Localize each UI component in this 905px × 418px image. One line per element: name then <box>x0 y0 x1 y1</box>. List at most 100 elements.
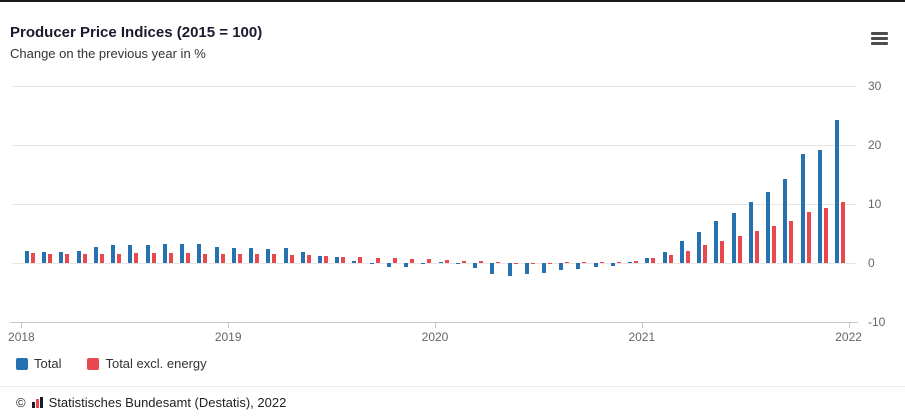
bar-total[interactable] <box>835 120 839 263</box>
bar-total[interactable] <box>197 243 202 263</box>
bar-total[interactable] <box>610 263 615 266</box>
bar-total[interactable] <box>800 154 805 263</box>
bar-total-excl-energy[interactable] <box>737 235 742 263</box>
bar-total-excl-energy[interactable] <box>720 241 725 263</box>
bar-total-excl-energy[interactable] <box>220 254 225 263</box>
bar-total-excl-energy[interactable] <box>82 254 87 263</box>
bar-total-excl-energy[interactable] <box>703 245 708 263</box>
bar-total-excl-energy[interactable] <box>255 253 260 263</box>
bar-total[interactable] <box>59 251 64 263</box>
bar-total[interactable] <box>576 263 581 269</box>
bar-total[interactable] <box>679 241 684 263</box>
bar-total-excl-energy[interactable] <box>513 263 518 264</box>
bar-total[interactable] <box>766 192 771 263</box>
bar-total-excl-energy[interactable] <box>168 252 173 263</box>
bar-total-excl-energy[interactable] <box>427 259 432 263</box>
bar-total[interactable] <box>180 243 185 263</box>
bar-total[interactable] <box>490 263 495 275</box>
bar-total-excl-energy[interactable] <box>151 252 156 263</box>
bar-total[interactable] <box>249 247 254 263</box>
bar-total-excl-energy[interactable] <box>48 253 53 263</box>
bar-total[interactable] <box>421 263 426 265</box>
bar-total[interactable] <box>145 244 150 263</box>
bar-total[interactable] <box>714 220 719 263</box>
bar-total[interactable] <box>473 263 478 268</box>
bar-total[interactable] <box>231 247 236 263</box>
bar-total-excl-energy[interactable] <box>548 263 553 264</box>
bar-total-excl-energy[interactable] <box>134 252 139 263</box>
bar-total[interactable] <box>524 263 529 274</box>
bar-total[interactable] <box>162 244 167 263</box>
bar-total[interactable] <box>404 263 409 268</box>
bar-total[interactable] <box>783 179 788 263</box>
bar-total-excl-energy[interactable] <box>306 255 311 263</box>
bar-total[interactable] <box>352 261 357 263</box>
bar-total-excl-energy[interactable] <box>772 226 777 263</box>
bar-total-excl-energy[interactable] <box>461 260 466 263</box>
bar-total[interactable] <box>662 251 667 263</box>
bar-total[interactable] <box>628 261 633 263</box>
bar-total-excl-energy[interactable] <box>841 201 845 263</box>
bar-total-excl-energy[interactable] <box>616 261 621 263</box>
bar-total[interactable] <box>559 263 564 271</box>
bar-total[interactable] <box>817 149 822 263</box>
bar-total[interactable] <box>335 256 340 263</box>
bar-total-excl-energy[interactable] <box>272 254 277 263</box>
bar-total[interactable] <box>93 247 98 263</box>
bar-total[interactable] <box>214 247 219 263</box>
bar-total-excl-energy[interactable] <box>479 261 484 263</box>
bar-total-excl-energy[interactable] <box>789 221 794 263</box>
bar-total-excl-energy[interactable] <box>582 262 587 264</box>
bar-total-excl-energy[interactable] <box>530 263 535 264</box>
bar-total[interactable] <box>369 263 374 264</box>
bar-total-excl-energy[interactable] <box>668 254 673 263</box>
bar-total-excl-energy[interactable] <box>823 207 828 263</box>
bar-total[interactable] <box>386 263 391 267</box>
bar-total[interactable] <box>645 257 650 263</box>
bar-total[interactable] <box>128 245 133 263</box>
bar-total-excl-energy[interactable] <box>375 257 380 263</box>
bar-total-excl-energy[interactable] <box>186 252 191 263</box>
bar-total[interactable] <box>455 263 460 264</box>
bar-total[interactable] <box>438 261 443 263</box>
bar-total-excl-energy[interactable] <box>117 253 122 263</box>
bar-total-excl-energy[interactable] <box>634 261 639 263</box>
bar-total-excl-energy[interactable] <box>99 253 104 263</box>
legend-item[interactable]: Total <box>16 356 61 371</box>
bar-total[interactable] <box>25 250 29 263</box>
bar-total[interactable] <box>300 251 305 263</box>
export-menu-button[interactable] <box>869 28 893 50</box>
bar-total[interactable] <box>283 248 288 263</box>
bar-total-excl-energy[interactable] <box>754 231 759 263</box>
bar-total-excl-energy[interactable] <box>358 257 363 263</box>
bar-total-excl-energy[interactable] <box>203 253 208 263</box>
bar-total-excl-energy[interactable] <box>685 250 690 263</box>
bar-total-excl-energy[interactable] <box>651 258 656 263</box>
bar-total[interactable] <box>731 212 736 263</box>
bar-total[interactable] <box>697 232 702 263</box>
bar-total-excl-energy[interactable] <box>65 254 70 263</box>
bar-total-excl-energy[interactable] <box>806 212 811 263</box>
bar-total-excl-energy[interactable] <box>392 258 397 263</box>
bar-total-excl-energy[interactable] <box>237 253 242 263</box>
bar-total[interactable] <box>76 251 81 263</box>
bar-total-excl-energy[interactable] <box>444 260 449 263</box>
bar-total[interactable] <box>317 255 322 263</box>
bar-total-excl-energy[interactable] <box>341 256 346 263</box>
bar-total[interactable] <box>542 263 547 274</box>
bar-total[interactable] <box>748 201 753 263</box>
bar-total-excl-energy[interactable] <box>323 255 328 263</box>
bar-total-excl-energy[interactable] <box>565 262 570 264</box>
bar-total-excl-energy[interactable] <box>496 262 501 264</box>
bar-total[interactable] <box>507 263 512 276</box>
bar-total-excl-energy[interactable] <box>289 254 294 263</box>
bar-total-excl-energy[interactable] <box>599 261 604 263</box>
bar-total[interactable] <box>42 252 47 263</box>
bar-total-excl-energy[interactable] <box>31 252 35 263</box>
legend-item[interactable]: Total excl. energy <box>87 356 207 371</box>
bar-total[interactable] <box>111 245 116 263</box>
bar-total[interactable] <box>266 248 271 263</box>
bar-total-excl-energy[interactable] <box>410 258 415 263</box>
bar-total[interactable] <box>593 263 598 268</box>
